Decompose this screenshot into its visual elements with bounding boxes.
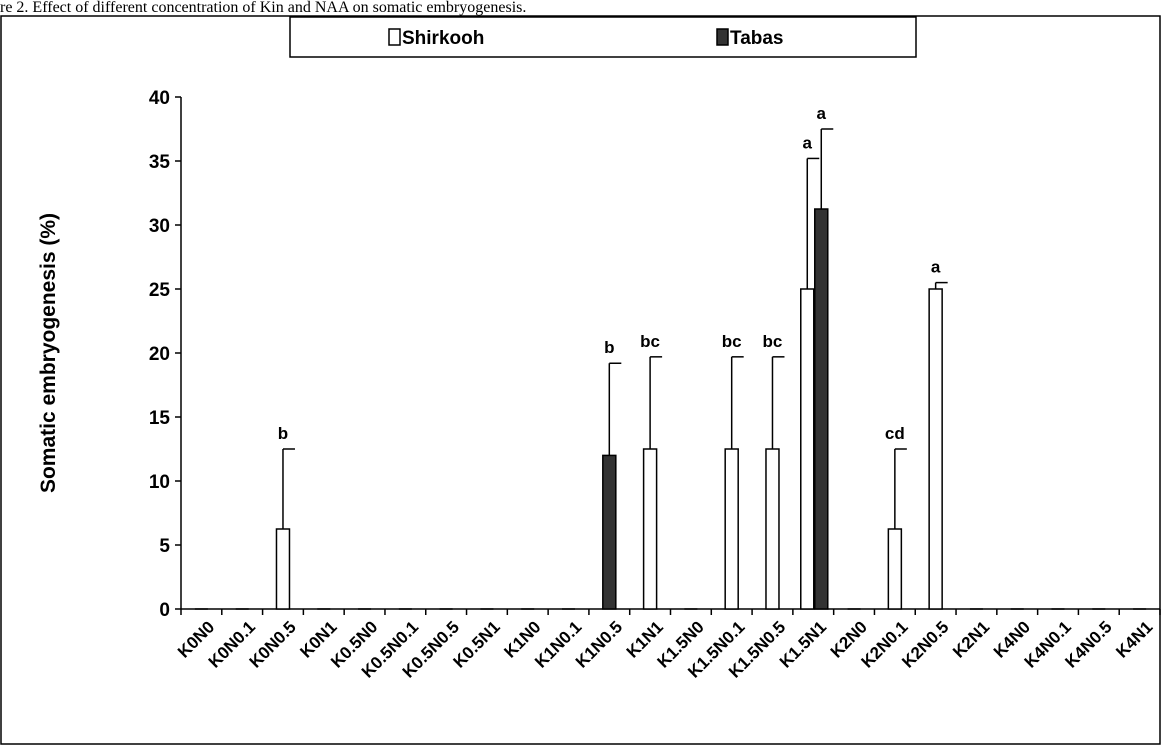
letter-label-shirkooh: a <box>803 133 813 152</box>
bar-tabas <box>602 454 617 610</box>
y-tick-label: 5 <box>159 536 170 557</box>
letter-label-tabas: b <box>604 338 614 357</box>
letter-label-shirkooh: b <box>278 424 288 443</box>
y-tick-label: 35 <box>149 152 171 173</box>
y-tick-label: 25 <box>149 280 171 301</box>
y-tick-label: 40 <box>149 88 170 109</box>
bar-shirkooh <box>887 528 903 610</box>
legend-label-shirkooh: Shirkooh <box>402 28 484 49</box>
caption-fragment: re 2. Effect of different concentration … <box>0 0 527 16</box>
legend: Shirkooh Tabas <box>289 16 917 58</box>
bar-shirkooh <box>642 448 658 610</box>
letter-label-shirkooh: bc <box>640 332 660 351</box>
bar-tabas <box>814 208 829 610</box>
bar-shirkooh <box>800 288 815 610</box>
legend-swatch-shirkooh <box>388 28 401 46</box>
letter-label-shirkooh: bc <box>722 332 742 351</box>
axes: 0 5 10 15 20 25 30 35 40 <box>149 88 1161 621</box>
legend-label-tabas: Tabas <box>730 28 784 49</box>
chart-border <box>0 15 1161 745</box>
bar-shirkooh <box>765 448 780 610</box>
letter-label-tabas: a <box>817 104 827 123</box>
y-tick-label: 20 <box>149 344 170 365</box>
y-tick-label: 0 <box>159 600 170 621</box>
bars <box>194 128 1147 610</box>
bar-shirkooh <box>275 528 291 610</box>
letter-label-shirkooh: bc <box>763 332 783 351</box>
y-tick-label: 10 <box>149 472 170 493</box>
legend-swatch-tabas <box>716 28 729 46</box>
letter-label-shirkooh: cd <box>885 424 905 443</box>
y-tick-label: 30 <box>149 216 170 237</box>
bar-shirkooh <box>724 448 739 610</box>
letter-label-shirkooh: a <box>931 258 941 277</box>
bar-shirkooh <box>928 288 943 610</box>
y-tick-label: 15 <box>149 408 171 429</box>
y-axis-label: Somatic embryogenesis (%) <box>37 213 60 493</box>
legend-box <box>289 16 917 58</box>
